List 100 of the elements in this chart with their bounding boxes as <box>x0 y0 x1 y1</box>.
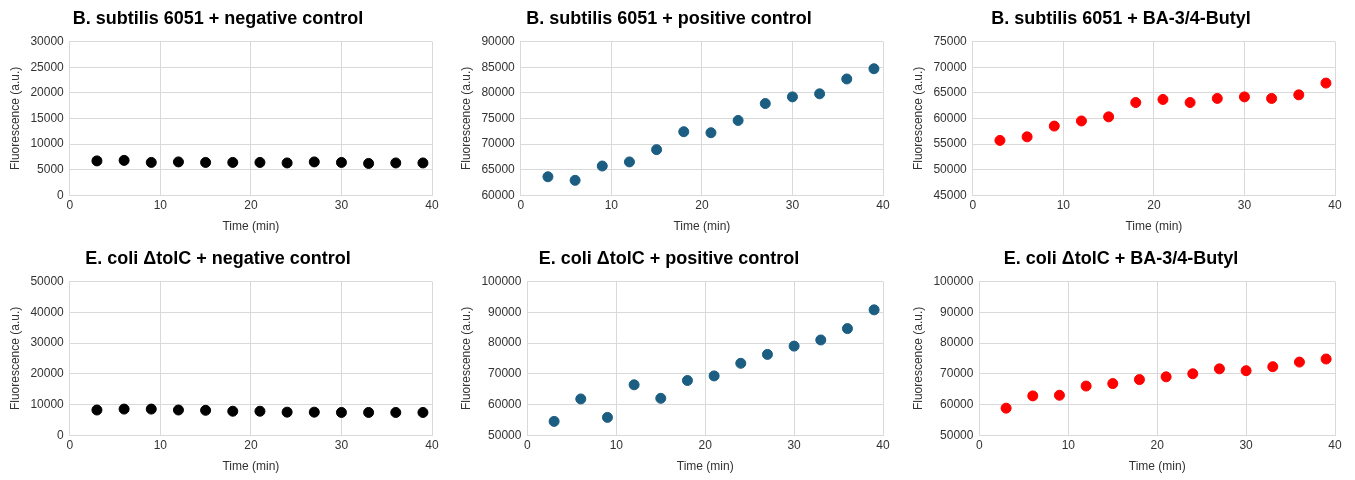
y-tick-label: 45000 <box>933 187 968 202</box>
chart-title: B. subtilis 6051 + BA-3/4-Butyl <box>991 7 1251 28</box>
point <box>1048 120 1060 132</box>
chart-title: E. coli ΔtolC + BA-3/4-Butyl <box>1003 247 1239 268</box>
y-tick-label: 70000 <box>481 136 516 151</box>
x-tick-label: 20 <box>244 197 258 212</box>
chart-title: E. coli ΔtolC + positive control <box>538 247 800 268</box>
chart-title: B. subtilis 6051 + negative control <box>72 7 364 28</box>
y-axis-title: Fluorescence (a.u.) <box>458 66 473 171</box>
y-tick-label: 60000 <box>940 396 974 411</box>
point <box>1021 131 1033 143</box>
point <box>786 91 798 103</box>
x-tick-label: 20 <box>1150 437 1165 452</box>
point <box>705 127 717 139</box>
x-axis-title: Time (min) <box>1128 459 1186 474</box>
x-axis-title: Time (min) <box>222 219 280 234</box>
y-tick-label: 85000 <box>481 59 516 74</box>
point <box>1184 97 1196 109</box>
point <box>732 114 744 126</box>
x-tick-label: 40 <box>425 197 439 212</box>
point <box>1240 365 1252 377</box>
y-axis-title: Fluorescence (a.u.) <box>458 306 473 411</box>
y-tick-label: 15000 <box>30 110 65 125</box>
y-tick-label: 75000 <box>481 110 516 125</box>
point <box>575 393 587 405</box>
x-tick-label: 0 <box>976 437 984 452</box>
x-tick-label: 10 <box>604 197 619 212</box>
point <box>1107 378 1119 390</box>
point <box>542 171 554 183</box>
x-tick-label: 30 <box>787 437 802 452</box>
y-tick-label: 50000 <box>933 161 968 176</box>
point <box>1160 371 1172 383</box>
y-tick-label: 0 <box>57 427 65 442</box>
y-tick-label: 10000 <box>30 396 65 411</box>
x-tick-label: 20 <box>244 437 258 452</box>
x-tick-label: 10 <box>153 437 168 452</box>
point <box>628 379 640 391</box>
point <box>788 340 800 352</box>
y-tick-label: 70000 <box>488 366 522 381</box>
point <box>841 323 853 335</box>
y-tick-label: 55000 <box>933 136 968 151</box>
y-tick-label: 60000 <box>481 187 516 202</box>
point <box>1103 111 1115 123</box>
point <box>1293 356 1305 368</box>
x-axis-title: Time (min) <box>1125 219 1183 234</box>
y-tick-label: 90000 <box>488 304 522 319</box>
x-axis-title: Time (min) <box>673 219 731 234</box>
point <box>596 160 608 172</box>
x-tick-label: 10 <box>1056 197 1071 212</box>
x-tick-label: 10 <box>153 197 168 212</box>
point <box>651 144 663 156</box>
x-tick-label: 30 <box>785 197 800 212</box>
point <box>1266 92 1278 104</box>
y-tick-label: 70000 <box>933 59 968 74</box>
y-tick-label: 100000 <box>481 273 522 288</box>
point <box>569 174 581 186</box>
y-tick-label: 0 <box>57 187 65 202</box>
x-tick-label: 20 <box>1147 197 1161 212</box>
x-tick-label: 40 <box>876 437 890 452</box>
y-tick-label: 65000 <box>481 161 516 176</box>
point <box>1213 363 1225 375</box>
x-tick-label: 10 <box>609 437 624 452</box>
point <box>601 411 613 423</box>
y-tick-label: 50000 <box>940 427 974 442</box>
point <box>868 304 880 316</box>
y-tick-label: 80000 <box>940 335 974 350</box>
y-tick-label: 65000 <box>933 85 968 100</box>
point <box>761 348 773 360</box>
point <box>1053 389 1065 401</box>
point <box>1075 115 1087 127</box>
x-tick-label: 40 <box>425 437 439 452</box>
x-tick-label: 20 <box>698 437 713 452</box>
x-tick-label: 40 <box>1328 197 1342 212</box>
y-tick-label: 90000 <box>940 304 974 319</box>
x-tick-label: 20 <box>695 197 709 212</box>
x-tick-label: 40 <box>876 197 890 212</box>
point <box>548 415 560 427</box>
point <box>1238 91 1250 103</box>
point <box>994 134 1006 146</box>
point <box>681 375 693 387</box>
y-axis-title: Fluorescence (a.u.) <box>7 306 22 411</box>
y-tick-label: 25000 <box>30 59 65 74</box>
y-tick-label: 60000 <box>933 110 968 125</box>
point <box>655 392 667 404</box>
y-tick-label: 20000 <box>30 85 65 100</box>
y-tick-label: 80000 <box>488 335 522 350</box>
point <box>868 63 880 75</box>
y-axis-title: Fluorescence (a.u.) <box>910 66 925 171</box>
y-tick-label: 50000 <box>488 427 522 442</box>
x-tick-label: 30 <box>334 437 349 452</box>
point <box>678 126 690 138</box>
x-tick-label: 30 <box>1239 437 1254 452</box>
point <box>1027 390 1039 402</box>
y-tick-label: 20000 <box>30 366 65 381</box>
point <box>623 156 635 168</box>
x-tick-label: 30 <box>1237 197 1252 212</box>
point <box>1267 361 1279 373</box>
y-tick-label: 5000 <box>37 161 65 176</box>
y-tick-label: 30000 <box>30 335 65 350</box>
y-tick-label: 30000 <box>30 33 65 48</box>
